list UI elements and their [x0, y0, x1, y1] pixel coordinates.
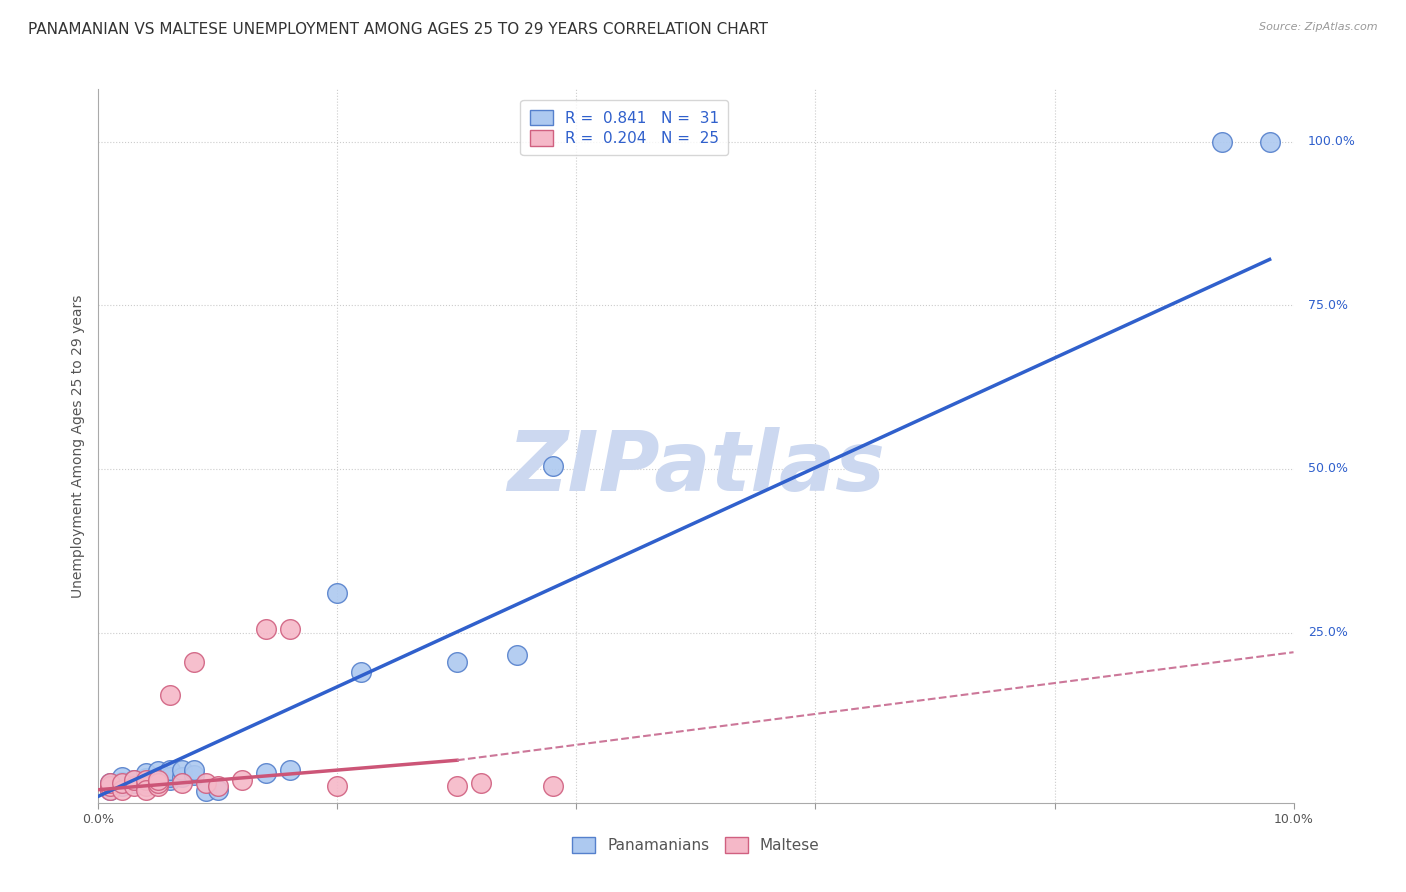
Point — [135, 772, 157, 787]
Point — [159, 770, 181, 784]
Point — [148, 776, 170, 790]
Text: 100.0%: 100.0% — [1308, 135, 1355, 148]
Point — [183, 768, 205, 782]
Y-axis label: Unemployment Among Ages 25 to 29 years: Unemployment Among Ages 25 to 29 years — [70, 294, 84, 598]
Point — [172, 776, 194, 790]
Point — [172, 770, 194, 784]
Point — [124, 776, 146, 790]
Point — [506, 648, 529, 663]
Point — [98, 782, 122, 797]
Point — [135, 776, 157, 790]
Text: 75.0%: 75.0% — [1308, 299, 1348, 311]
Point — [124, 780, 146, 794]
Point — [446, 655, 468, 669]
Point — [135, 782, 157, 797]
Point — [254, 766, 277, 780]
Point — [207, 780, 229, 794]
Point — [148, 770, 170, 784]
Point — [350, 665, 373, 679]
Point — [278, 763, 301, 777]
Point — [278, 623, 301, 637]
Point — [183, 655, 205, 669]
Point — [194, 784, 218, 798]
Point — [135, 771, 157, 785]
Text: ZIPatlas: ZIPatlas — [508, 427, 884, 508]
Point — [541, 780, 564, 794]
Point — [111, 782, 134, 797]
Point — [1258, 135, 1281, 149]
Text: Source: ZipAtlas.com: Source: ZipAtlas.com — [1260, 22, 1378, 32]
Point — [159, 772, 181, 787]
Point — [135, 780, 157, 794]
Point — [124, 772, 146, 787]
Text: 50.0%: 50.0% — [1308, 462, 1348, 475]
Point — [148, 775, 170, 789]
Point — [326, 586, 349, 600]
Point — [111, 776, 134, 790]
Point — [111, 780, 134, 794]
Point — [470, 776, 492, 790]
Point — [1211, 135, 1233, 149]
Point — [98, 780, 122, 794]
Point — [231, 772, 253, 787]
Point — [183, 763, 205, 777]
Point — [98, 782, 122, 797]
Point — [111, 775, 134, 789]
Point — [159, 763, 181, 777]
Point — [148, 772, 170, 787]
Point — [326, 780, 349, 794]
Point — [446, 780, 468, 794]
Point — [207, 782, 229, 797]
Point — [111, 770, 134, 784]
Text: 25.0%: 25.0% — [1308, 626, 1348, 639]
Legend: Panamanians, Maltese: Panamanians, Maltese — [567, 831, 825, 859]
Point — [172, 763, 194, 777]
Point — [194, 776, 218, 790]
Point — [159, 688, 181, 702]
Point — [148, 764, 170, 779]
Point — [98, 776, 122, 790]
Point — [541, 458, 564, 473]
Point — [135, 766, 157, 780]
Point — [254, 623, 277, 637]
Point — [124, 772, 146, 787]
Point — [148, 780, 170, 794]
Text: PANAMANIAN VS MALTESE UNEMPLOYMENT AMONG AGES 25 TO 29 YEARS CORRELATION CHART: PANAMANIAN VS MALTESE UNEMPLOYMENT AMONG… — [28, 22, 768, 37]
Point — [98, 776, 122, 790]
